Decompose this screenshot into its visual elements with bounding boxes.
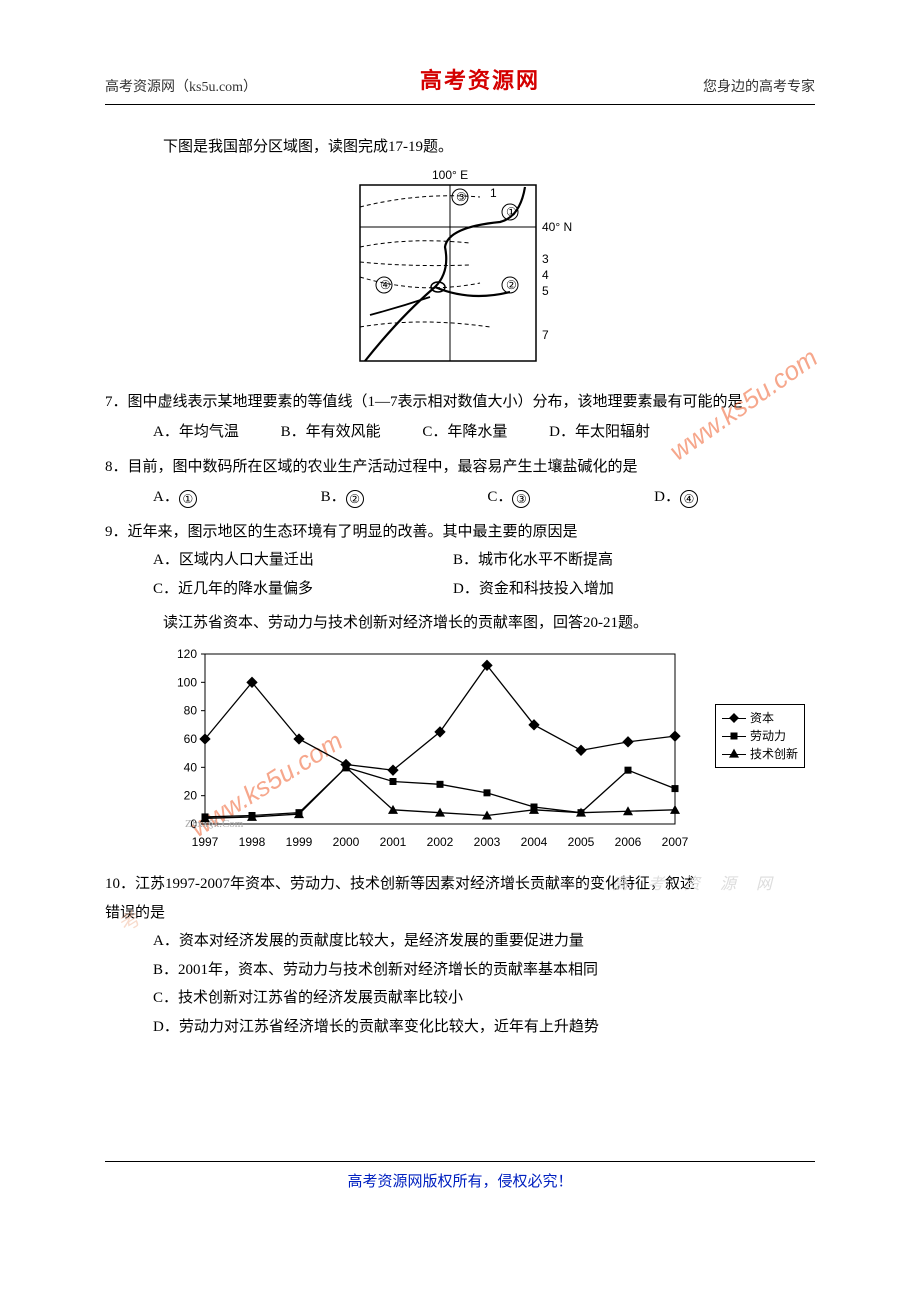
q10-opt-b[interactable]: B．2001年，资本、劳动力与技术创新对经济增长的贡献率基本相同 xyxy=(153,956,815,985)
q9-opt-a[interactable]: A．区域内人口大量迁出 xyxy=(153,546,453,575)
map-reg-4: ④ xyxy=(380,278,391,292)
q9-stem: 9．近年来，图示地区的生态环境有了明显的改善。其中最主要的原因是 xyxy=(105,518,815,547)
header-center-logo: 高考资源网 xyxy=(420,60,540,102)
svg-text:2006: 2006 xyxy=(615,835,642,849)
svg-text:2005: 2005 xyxy=(568,835,595,849)
svg-text:80: 80 xyxy=(184,703,198,717)
svg-text:1999: 1999 xyxy=(286,835,313,849)
chart-legend: 资本 劳动力 技术创新 xyxy=(715,704,805,768)
q7-stem: 7．图中虚线表示某地理要素的等值线（1—7表示相对数值大小）分布，该地理要素最有… xyxy=(105,388,815,417)
map-iso-3: 3 xyxy=(542,252,549,266)
svg-text:2003: 2003 xyxy=(474,835,501,849)
q8-opt-a[interactable]: A．① xyxy=(153,483,197,512)
svg-text:2004: 2004 xyxy=(521,835,548,849)
page-footer: 高考资源网版权所有，侵权必究！ xyxy=(105,1161,815,1197)
q10-opt-a[interactable]: A．资本对经济发展的贡献度比较大，是经济发展的重要促进力量 xyxy=(153,927,815,956)
map-figure: 100° E 40° N 1 3 4 5 7 ① ② ③ xyxy=(105,167,815,378)
map-reg-1: ① xyxy=(506,205,517,219)
header-left: 高考资源网（ks5u.com） xyxy=(105,75,257,102)
svg-text:1997: 1997 xyxy=(192,835,219,849)
q9-opt-c[interactable]: C．近几年的降水量偏多 xyxy=(153,575,453,604)
svg-text:60: 60 xyxy=(184,732,198,746)
svg-text:2002: 2002 xyxy=(427,835,454,849)
contribution-chart: 0204060801001201997199819992000200120022… xyxy=(145,644,815,865)
q8-opt-b[interactable]: B．② xyxy=(321,483,364,512)
q7-opt-c[interactable]: C．年降水量 xyxy=(422,418,507,447)
q8-stem: 8．目前，图中数码所在区域的农业生产活动过程中，最容易产生土壤盐碱化的是 xyxy=(105,453,815,482)
intro-20-21: 读江苏省资本、劳动力与技术创新对经济增长的贡献率图，回答20-21题。 xyxy=(163,609,815,638)
legend-labor: 劳动力 xyxy=(722,727,798,745)
map-iso-4: 4 xyxy=(542,268,549,282)
q10-opt-d[interactable]: D．劳动力对江苏省经济增长的贡献率变化比较大，近年有上升趋势 xyxy=(153,1013,815,1042)
svg-text:2001: 2001 xyxy=(380,835,407,849)
map-iso-7: 7 xyxy=(542,328,549,342)
svg-text:20: 20 xyxy=(184,788,198,802)
svg-text:40: 40 xyxy=(184,760,198,774)
map-lat-label: 40° N xyxy=(542,220,572,234)
q9-opt-d[interactable]: D．资金和科技投入增加 xyxy=(453,575,614,604)
svg-text:100: 100 xyxy=(177,675,197,689)
q8-opt-c[interactable]: C．③ xyxy=(487,483,530,512)
svg-text:1998: 1998 xyxy=(239,835,266,849)
watermark-faint: 高 考 资 源 网 xyxy=(612,870,780,900)
q10-opt-c[interactable]: C．技术创新对江苏省的经济发展贡献率比较小 xyxy=(153,984,815,1013)
q7-options: A．年均气温 B．年有效风能 C．年降水量 D．年太阳辐射 xyxy=(153,418,815,447)
map-reg-3: ③ xyxy=(456,190,467,204)
q8-options: A．① B．② C．③ D．④ xyxy=(153,483,815,512)
header-right: 您身边的高考专家 xyxy=(703,75,815,102)
map-iso-5: 5 xyxy=(542,284,549,298)
q10-stem-line2: 错误的是 xyxy=(105,899,815,928)
q9-options: A．区域内人口大量迁出 B．城市化水平不断提高 C．近几年的降水量偏多 D．资金… xyxy=(153,546,815,603)
q7-opt-b[interactable]: B．年有效风能 xyxy=(281,418,381,447)
legend-capital: 资本 xyxy=(722,709,798,727)
page-header: 高考资源网（ks5u.com） 高考资源网 您身边的高考专家 xyxy=(105,60,815,105)
map-reg-2: ② xyxy=(506,278,517,292)
q7-opt-a[interactable]: A．年均气温 xyxy=(153,418,239,447)
q8-opt-d[interactable]: D．④ xyxy=(654,483,698,512)
credit-text: Z§xx§k.Com xyxy=(185,814,243,835)
q7-opt-d[interactable]: D．年太阳辐射 xyxy=(549,418,650,447)
svg-text:120: 120 xyxy=(177,647,197,661)
q10-options: A．资本对经济发展的贡献度比较大，是经济发展的重要促进力量 B．2001年，资本… xyxy=(153,927,815,1041)
map-iso-1: 1 xyxy=(490,186,497,200)
svg-text:2000: 2000 xyxy=(333,835,360,849)
map-lon-label: 100° E xyxy=(432,168,468,182)
legend-innovation: 技术创新 xyxy=(722,745,798,763)
intro-17-19: 下图是我国部分区域图，读图完成17-19题。 xyxy=(163,133,815,162)
svg-text:2007: 2007 xyxy=(662,835,689,849)
q9-opt-b[interactable]: B．城市化水平不断提高 xyxy=(453,546,613,575)
